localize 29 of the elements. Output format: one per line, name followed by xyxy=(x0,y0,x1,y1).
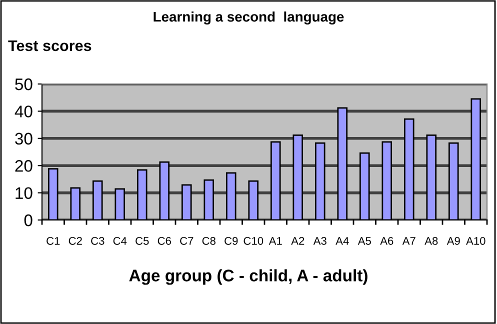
x-tick-label: A10 xyxy=(466,236,486,245)
x-tick-label: C1 xyxy=(46,236,60,245)
y-tick-label: 50 xyxy=(15,78,32,90)
x-tick-label: A4 xyxy=(336,237,349,245)
x-tick-label: A7 xyxy=(402,237,416,245)
x-tick-label: A9 xyxy=(446,236,460,245)
y-axis-title: Test scores xyxy=(8,40,92,52)
x-tick-label: A8 xyxy=(424,236,438,245)
x-axis-title: Age group (C - child, A - adult) xyxy=(129,269,368,285)
y-tick-label: 20 xyxy=(15,160,32,172)
y-tick-label: 40 xyxy=(14,106,32,118)
x-tick-label: A3 xyxy=(313,236,326,245)
x-tick-label: C9 xyxy=(224,236,238,245)
x-tick-label: A5 xyxy=(358,237,371,245)
x-tick-label: C3 xyxy=(91,236,104,245)
x-tick-label: C7 xyxy=(180,236,194,245)
x-tick-label: C10 xyxy=(244,236,264,245)
y-tick-label: 10 xyxy=(16,187,32,200)
x-tick-label: C6 xyxy=(158,236,171,245)
y-tick-label: 0 xyxy=(24,214,32,226)
x-tick-label: A6 xyxy=(380,236,394,245)
chart-title: Learning a second language xyxy=(154,11,344,25)
x-tick-label: A2 xyxy=(291,236,304,245)
y-tick-label: 30 xyxy=(15,132,32,145)
x-tick-label: C8 xyxy=(202,236,216,245)
x-tick-label: C2 xyxy=(68,236,82,245)
x-tick-label: C4 xyxy=(113,236,127,245)
x-tick-label: C5 xyxy=(136,236,149,245)
x-tick-label: A1 xyxy=(268,237,282,245)
